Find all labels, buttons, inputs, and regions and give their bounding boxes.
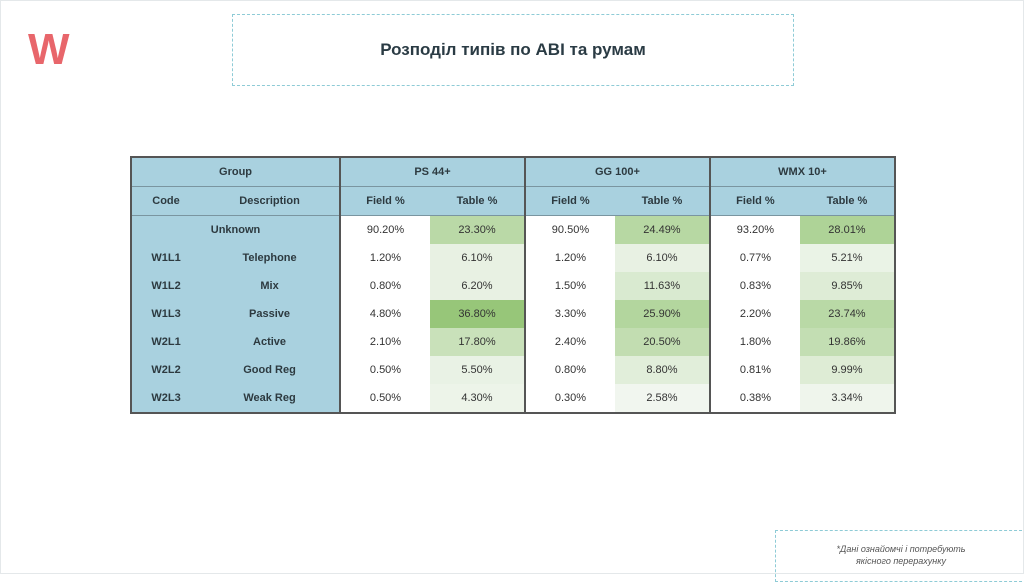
field-header: Field %: [709, 186, 800, 216]
field-pct-cell: 93.20%: [736, 224, 775, 236]
field-header: Field %: [340, 186, 430, 216]
table-pct-cell: 6.10%: [614, 244, 711, 272]
field-pct-cell: 1.80%: [739, 336, 772, 348]
table-pct-cell: 25.90%: [614, 300, 711, 328]
field-pct-cell: 90.20%: [366, 224, 405, 236]
description-header: Description: [200, 186, 342, 216]
room-header: WMX 10+: [709, 156, 897, 187]
code-cell: W2L3: [129, 384, 201, 414]
field-pct-cell: 0.50%: [340, 384, 430, 414]
table-pct-cell: 36.80%: [429, 300, 527, 328]
code-cell: W1L1: [129, 244, 201, 272]
note-line: *Дані ознайомчі і потребують: [836, 544, 966, 554]
field-pct-cell: 1.20%: [369, 252, 402, 264]
code-cell: W1L2: [129, 272, 201, 300]
description-cell: Good Reg: [200, 356, 342, 384]
field-pct-cell: 2.40%: [554, 336, 587, 348]
description-cell: Telephone: [200, 244, 342, 272]
description-cell: Passive: [200, 300, 342, 328]
table-pct-cell: 5.50%: [429, 356, 527, 384]
table-pct-cell: 2.58%: [614, 384, 711, 414]
table-pct-cell: 5.21%: [799, 244, 897, 272]
table-pct-cell: 6.10%: [429, 244, 527, 272]
field-pct-cell: 3.30%: [554, 308, 587, 320]
table-header: Table %: [799, 186, 897, 216]
table-pct-cell: 23.30%: [429, 215, 527, 244]
disclaimer-note: *Дані ознайомчі і потребують якісного пе…: [776, 543, 1024, 567]
room-header: PS 44+: [340, 156, 526, 187]
field-pct-cell: 0.38%: [709, 384, 800, 414]
table-row: Unknown 90.20% 23.30% 90.50% 24.49% 93.20% 28.…: [129, 215, 897, 244]
field-pct-cell: 2.20%: [739, 308, 772, 320]
field-pct-cell: 4.80%: [369, 308, 402, 320]
table-pct-cell: 9.85%: [799, 272, 897, 300]
table-pct-cell: 9.99%: [799, 356, 897, 384]
table-pct-cell: 28.01%: [799, 215, 897, 244]
field-pct-cell: 0.83%: [739, 280, 772, 292]
field-pct-cell: 2.10%: [369, 336, 402, 348]
note-box: *Дані ознайомчі і потребують якісного пе…: [775, 530, 1024, 582]
field-pct-cell: 0.77%: [739, 252, 772, 264]
description-cell: Weak Reg: [200, 384, 342, 414]
table-row: W1L3 Passive 4.80% 36.80% 3.30% 25.90% 2.20% 2…: [129, 300, 897, 328]
note-line: якісного перерахунку: [855, 556, 947, 566]
table-row: W1L2 Mix 0.80% 6.20% 1.50% 11.63% 0.83% 9.85%: [129, 272, 897, 300]
logo: W: [28, 25, 70, 74]
field-pct-cell: 1.20%: [554, 252, 587, 264]
table-pct-cell: 20.50%: [614, 328, 711, 356]
field-pct-cell: 0.81%: [739, 364, 772, 376]
field-pct-cell: 0.50%: [369, 364, 402, 376]
table-pct-cell: 23.74%: [799, 300, 897, 328]
table-pct-cell: 11.63%: [614, 272, 711, 300]
table-header: Table %: [429, 186, 527, 216]
code-cell: W1L3: [129, 300, 201, 328]
table-row: W1L1 Telephone 1.20% 6.10% 1.20% 6.10% 0.77% 5…: [129, 244, 897, 272]
table-row: W2L3 Weak Reg 0.50% 4.30% 0.30% 2.58% 0.38% 3.…: [129, 384, 897, 414]
group-header: Group: [129, 156, 342, 187]
field-pct-cell: 0.30%: [525, 384, 615, 414]
description-cell: Mix: [200, 272, 342, 300]
field-pct-cell: 1.50%: [554, 280, 587, 292]
table-row: W2L2 Good Reg 0.50% 5.50% 0.80% 8.80% 0.81% 9.…: [129, 356, 897, 384]
description-cell: Active: [200, 328, 342, 356]
table-pct-cell: 17.80%: [429, 328, 527, 356]
table-pct-cell: 4.30%: [429, 384, 527, 414]
field-pct-cell: 0.80%: [554, 364, 587, 376]
room-header: GG 100+: [525, 156, 711, 187]
table-pct-cell: 8.80%: [614, 356, 711, 384]
code-header: Code: [129, 186, 201, 216]
distribution-table: Group PS 44+ GG 100+ WMX 10+ Code Descri…: [129, 156, 897, 414]
table-pct-cell: 6.20%: [429, 272, 527, 300]
title-box: Розподіл типів по АВІ та румам: [232, 14, 794, 86]
code-cell: Unknown: [129, 215, 342, 244]
field-pct-cell: 0.80%: [369, 280, 402, 292]
table-row: W2L1 Active 2.10% 17.80% 2.40% 20.50% 1.80% 19…: [129, 328, 897, 356]
page-title: Розподіл типів по АВІ та румам: [380, 40, 646, 59]
field-pct-cell: 90.50%: [551, 224, 590, 236]
table-header: Table %: [614, 186, 711, 216]
table-pct-cell: 19.86%: [799, 328, 897, 356]
code-cell: W2L1: [129, 328, 201, 356]
field-header: Field %: [525, 186, 615, 216]
table-pct-cell: 24.49%: [614, 215, 711, 244]
code-cell: W2L2: [129, 356, 201, 384]
table-pct-cell: 3.34%: [799, 384, 897, 414]
